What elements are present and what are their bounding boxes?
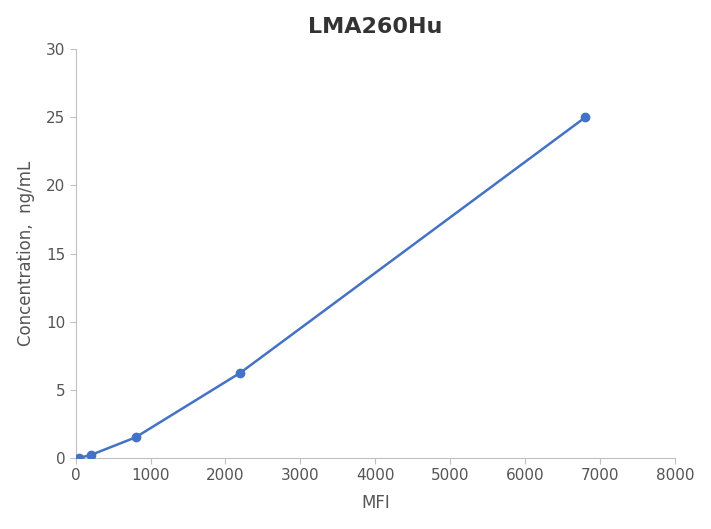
Title: LMA260Hu: LMA260Hu: [308, 17, 442, 37]
Point: [74, 453, 85, 462]
Y-axis label: Concentration,  ng/mL: Concentration, ng/mL: [16, 161, 35, 346]
X-axis label: MFI: MFI: [361, 494, 390, 512]
Point: [85, 451, 96, 459]
Point: [579, 113, 591, 122]
Point: [130, 433, 141, 442]
Point: [235, 369, 246, 377]
